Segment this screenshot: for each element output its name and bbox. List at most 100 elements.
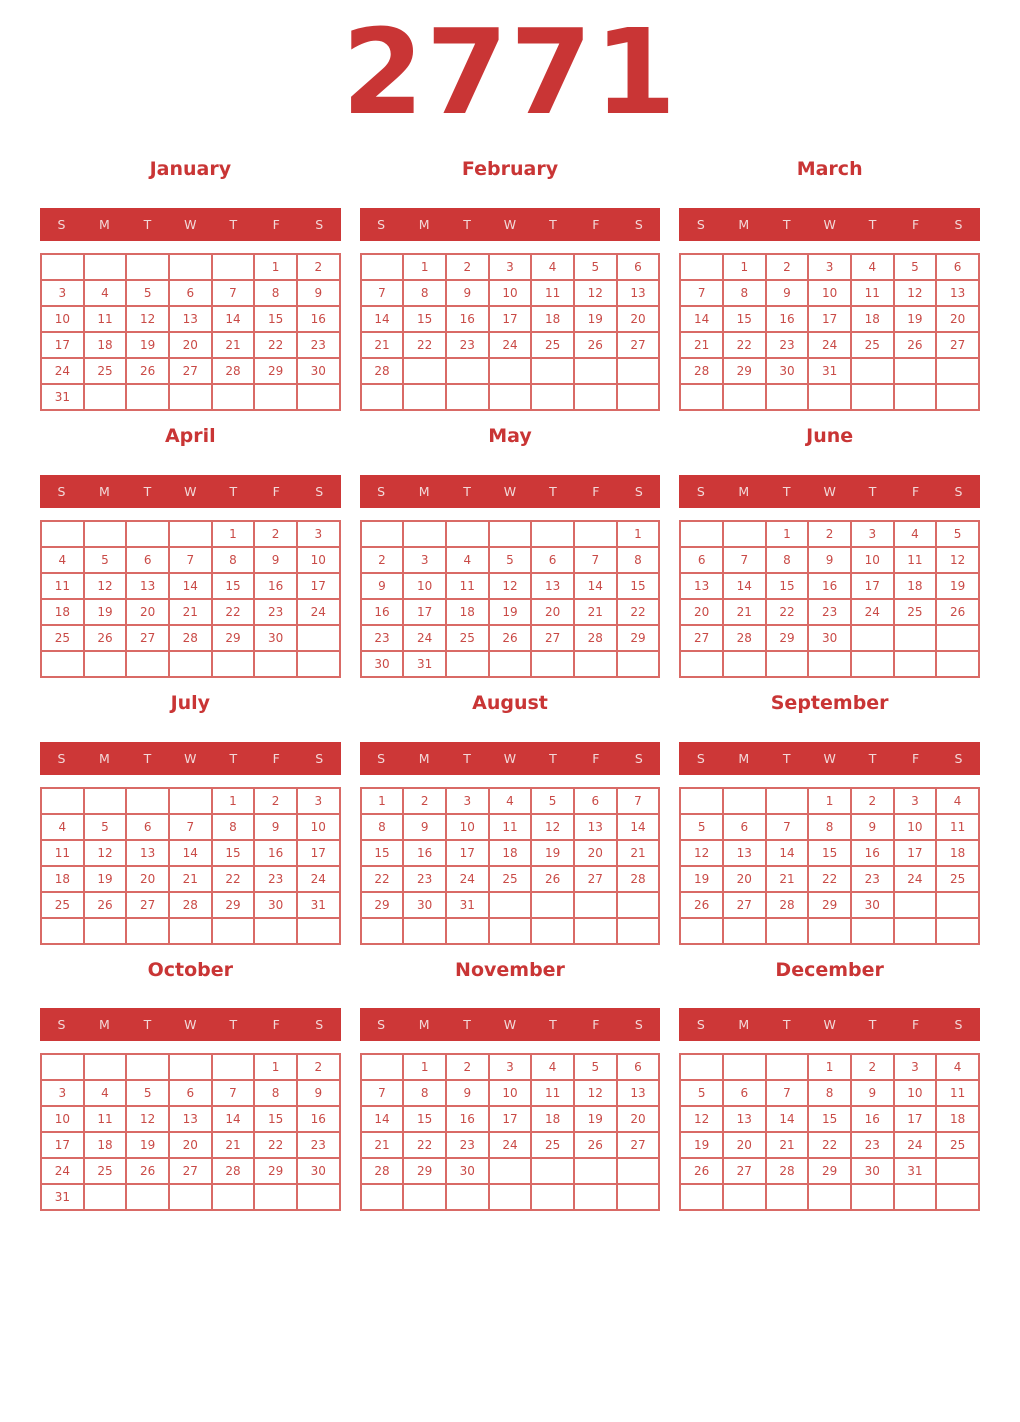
month-title: January (149, 158, 232, 181)
day-cell: 18 (531, 305, 574, 332)
day-cell: 1 (360, 787, 404, 814)
day-cell: 17 (41, 331, 84, 358)
weekday-label: M (418, 1017, 430, 1033)
weekday-label: M (99, 1017, 110, 1033)
day-cell: 12 (680, 1106, 723, 1133)
empty-day-cell (531, 520, 574, 547)
weekday-label: T (143, 1017, 152, 1033)
empty-day-cell (573, 917, 617, 944)
day-cell: 26 (83, 891, 127, 918)
day-cell: 5 (573, 1054, 617, 1081)
day-cell: 28 (360, 357, 404, 384)
empty-day-cell (616, 917, 660, 944)
day-cell: 16 (850, 1106, 894, 1133)
day-cell: 21 (360, 1132, 404, 1159)
day-cell: 15 (254, 1106, 297, 1133)
empty-day-cell (41, 650, 84, 677)
day-cell: 29 (360, 891, 404, 918)
day-cell: 6 (722, 813, 766, 840)
empty-day-cell (296, 917, 340, 944)
empty-day-cell (211, 650, 255, 677)
day-cell: 4 (445, 546, 489, 573)
week-row: 21 22 23 24 25 26 27 (360, 331, 660, 358)
weekday-label: M (738, 750, 750, 766)
weekday-label: T (549, 483, 557, 499)
week-row (360, 917, 660, 944)
day-cell: 20 (573, 839, 617, 866)
day-cell: 11 (83, 305, 127, 332)
day-cell: 15 (765, 572, 809, 599)
weekday-label: S (377, 750, 386, 766)
day-cell: 8 (616, 546, 660, 573)
empty-day-cell (531, 650, 574, 677)
day-cell: 10 (41, 305, 84, 332)
day-cell: 8 (808, 813, 851, 840)
day-cell: 3 (850, 520, 894, 547)
day-cell: 13 (531, 572, 574, 599)
day-cell: 26 (573, 1132, 617, 1159)
day-cell: 27 (616, 1132, 660, 1159)
day-cell: 25 (850, 331, 894, 358)
week-row: 31 (41, 383, 340, 410)
week-row: 4 5 6 7 8 9 10 (41, 813, 340, 840)
empty-day-cell (488, 1184, 532, 1211)
day-cell: 29 (808, 1158, 851, 1185)
empty-day-cell (403, 520, 446, 547)
day-cell: 17 (893, 1106, 937, 1133)
day-cell: 24 (296, 598, 340, 625)
empty-day-cell (531, 357, 574, 384)
empty-day-cell (83, 650, 127, 677)
weekday-label: M (738, 216, 750, 232)
weekday-label: S (57, 216, 66, 232)
day-cell: 18 (850, 305, 894, 332)
week-row: 19 20 21 22 23 24 25 (680, 1132, 979, 1159)
day-cell: 28 (360, 1158, 404, 1185)
empty-day-cell (765, 787, 809, 814)
day-cell: 28 (616, 865, 660, 892)
day-cell: 26 (126, 357, 169, 384)
day-cell: 1 (808, 787, 851, 814)
empty-day-cell (680, 383, 723, 410)
day-cell: 24 (296, 865, 340, 892)
day-cell: 24 (808, 331, 851, 358)
day-cell: 17 (403, 598, 446, 625)
day-cell: 20 (531, 598, 574, 625)
day-cell: 23 (445, 331, 489, 358)
day-cell: 17 (445, 839, 489, 866)
day-cell: 17 (808, 305, 851, 332)
week-row: 27 28 29 30 (680, 624, 979, 651)
empty-day-cell (616, 1184, 660, 1211)
day-cell: 25 (488, 865, 532, 892)
day-cell: 11 (531, 1080, 574, 1107)
weekday-label: T (549, 750, 557, 766)
week-row (360, 1184, 660, 1211)
day-cell: 4 (850, 253, 894, 280)
weekday-label: W (823, 483, 836, 499)
day-cell: 8 (211, 546, 255, 573)
day-cell: 14 (168, 572, 212, 599)
week-row: 18 19 20 21 22 23 24 (41, 865, 340, 892)
day-cell: 11 (83, 1106, 127, 1133)
weekday-label: F (272, 483, 280, 499)
day-cell: 25 (41, 891, 84, 918)
weekday-label: S (954, 750, 963, 766)
week-row: 23 24 25 26 27 28 29 (360, 624, 660, 651)
week-row: 11 12 13 14 15 16 17 (41, 839, 340, 866)
empty-day-cell (722, 383, 766, 410)
empty-day-cell (850, 917, 894, 944)
day-cell: 5 (680, 1080, 723, 1107)
day-cell: 23 (403, 865, 446, 892)
empty-day-cell (616, 650, 660, 677)
day-cell: 6 (680, 546, 723, 573)
empty-day-cell (168, 383, 212, 410)
empty-day-cell (680, 1184, 723, 1211)
empty-day-cell (360, 917, 404, 944)
day-cell: 12 (126, 305, 169, 332)
day-cell: 13 (168, 305, 212, 332)
day-cell: 22 (360, 865, 404, 892)
day-cell: 12 (126, 1106, 169, 1133)
day-cell: 11 (531, 279, 574, 306)
